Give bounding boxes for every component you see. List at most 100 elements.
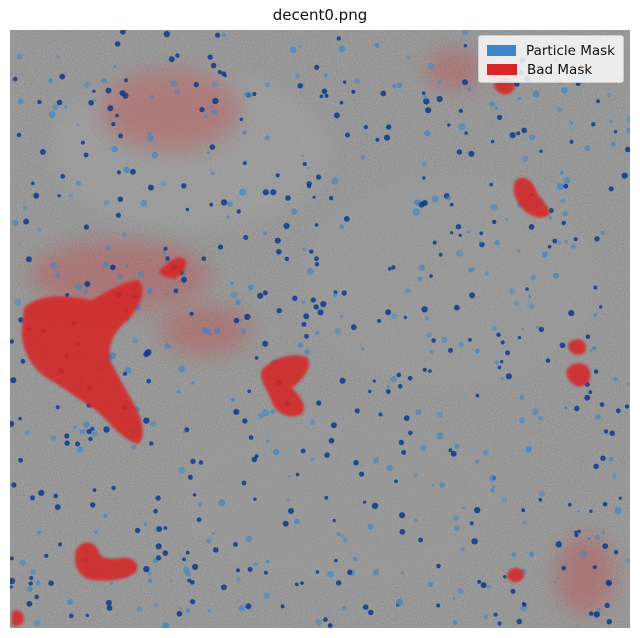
- particle-dot: [436, 95, 443, 103]
- particle-dot: [28, 581, 33, 586]
- particle-dot: [140, 199, 148, 207]
- particle-dot: [153, 603, 158, 608]
- particle-dot: [242, 161, 247, 166]
- particle-dot: [298, 44, 302, 48]
- particle-dot: [22, 205, 28, 211]
- particle-dot: [380, 90, 387, 97]
- particle-dot: [423, 95, 428, 100]
- particle-dot: [115, 212, 121, 218]
- particle-dot: [580, 550, 588, 558]
- particle-dot: [236, 568, 240, 573]
- particle-dot: [212, 97, 219, 105]
- particle-dot: [519, 395, 525, 400]
- particle-dot: [196, 517, 202, 523]
- particle-dot: [464, 131, 469, 135]
- particle-dot: [505, 217, 508, 221]
- particle-dot: [525, 287, 529, 291]
- particle-dot: [438, 80, 442, 84]
- particle-dot: [295, 73, 300, 79]
- particle-dot: [185, 207, 190, 212]
- particle-dot: [510, 588, 516, 594]
- particle-dot: [253, 562, 258, 567]
- particle-dot: [564, 239, 568, 244]
- particle-dot: [197, 502, 203, 507]
- particle-dot: [450, 231, 454, 235]
- particle-dot: [514, 300, 520, 306]
- particle-dot: [321, 88, 328, 95]
- particle-dot: [17, 98, 24, 105]
- particle-dot: [310, 457, 315, 462]
- particle-dot: [518, 97, 522, 100]
- particle-dot: [367, 523, 374, 530]
- particle-dot: [339, 100, 344, 105]
- particle-dot: [137, 271, 145, 278]
- particle-dot: [593, 463, 599, 470]
- particle-dot: [248, 435, 254, 440]
- particle-dot: [609, 430, 615, 436]
- particle-dot: [468, 150, 475, 157]
- particle-dot: [589, 509, 593, 513]
- particle-dot: [460, 547, 465, 552]
- particle-dot: [103, 513, 108, 518]
- particle-dot: [529, 551, 535, 557]
- particle-dot: [359, 471, 365, 477]
- particle-dot: [421, 306, 428, 313]
- particle-dot: [207, 609, 212, 613]
- particle-dot: [143, 522, 148, 526]
- particle-dot: [509, 288, 515, 295]
- particle-dot: [34, 594, 39, 600]
- particle-dot: [539, 490, 545, 497]
- particle-dot: [336, 36, 341, 41]
- particle-dot: [363, 500, 367, 504]
- particle-dot: [320, 301, 327, 308]
- particle-dot: [574, 530, 578, 534]
- haze-region: [170, 410, 510, 590]
- particle-dot: [207, 54, 213, 60]
- particle-dot: [517, 336, 522, 340]
- particle-dot: [399, 528, 406, 535]
- particle-dot: [247, 389, 251, 394]
- particle-dot: [239, 117, 243, 122]
- particle-dot: [110, 581, 114, 585]
- particle-dot: [236, 209, 241, 214]
- particle-dot: [327, 623, 333, 628]
- particle-dot: [233, 408, 240, 415]
- particle-dot: [385, 389, 391, 394]
- particle-dot: [429, 350, 434, 354]
- particle-dot: [300, 448, 306, 454]
- particle-dot: [324, 452, 330, 458]
- particle-dot: [37, 99, 42, 105]
- particle-dot: [59, 73, 66, 80]
- particle-dot: [319, 94, 324, 99]
- particle-dot: [602, 502, 608, 507]
- particle-dot: [247, 566, 253, 572]
- particle-dot: [272, 448, 280, 456]
- particle-dot: [242, 130, 247, 135]
- particle-dot: [111, 122, 116, 127]
- particle-dot: [400, 571, 404, 575]
- particle-dot: [192, 493, 197, 497]
- particle-dot: [487, 584, 491, 589]
- particle-dot: [592, 565, 597, 570]
- particle-dot: [469, 521, 474, 526]
- particle-dot: [396, 82, 403, 89]
- particle-dot: [613, 130, 618, 134]
- particle-dot: [584, 394, 591, 401]
- particle-dot: [324, 93, 329, 98]
- particle-dot: [88, 436, 93, 442]
- particle-dot: [324, 495, 329, 500]
- particle-dot: [103, 426, 110, 433]
- particle-dot: [456, 249, 464, 257]
- particle-dot: [462, 506, 465, 510]
- particle-dot: [445, 195, 451, 201]
- particle-dot: [262, 409, 270, 417]
- particle-dot: [147, 578, 153, 584]
- particle-dot: [609, 120, 613, 124]
- particle-dot: [538, 326, 545, 333]
- particle-dot: [613, 550, 619, 555]
- particle-dot: [86, 428, 92, 435]
- particle-dot: [295, 472, 300, 477]
- particle-dot: [391, 265, 396, 270]
- particle-dot: [385, 309, 392, 316]
- particle-dot: [231, 292, 238, 299]
